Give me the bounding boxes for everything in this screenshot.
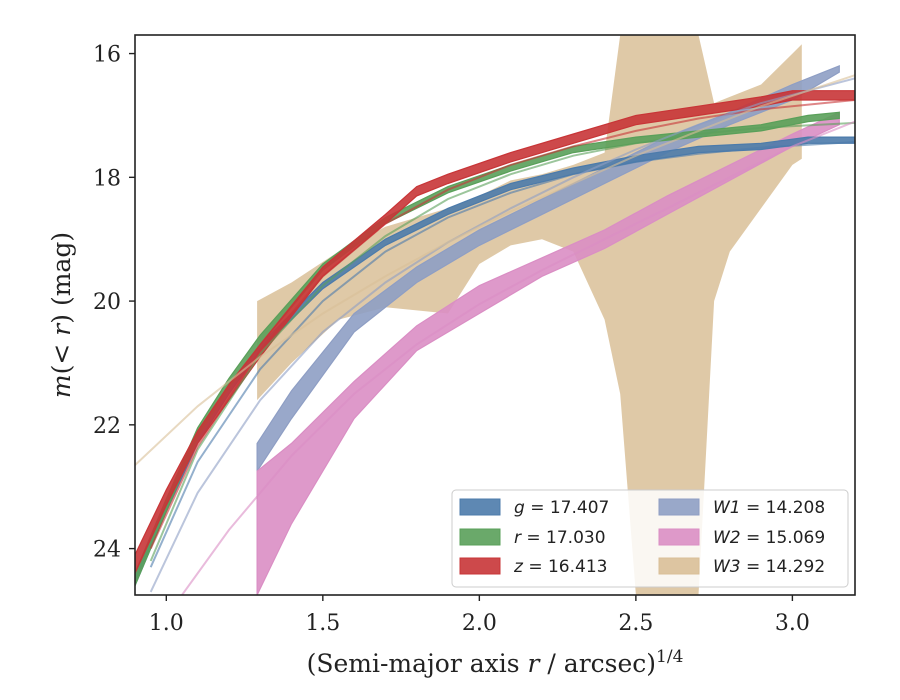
fit-curve-w1	[149, 77, 855, 593]
legend-swatch	[658, 498, 700, 516]
legend-label: W2 = 15.069	[713, 528, 825, 548]
fit-curve-g	[149, 141, 855, 568]
band-w1	[256, 65, 840, 474]
legend-item-w2: W2 = 15.069	[658, 528, 825, 548]
y-tick-label: 16	[93, 43, 121, 68]
fit-curve-w2	[181, 120, 855, 595]
y-tick-label: 18	[93, 166, 121, 191]
legend: g = 17.407 r = 17.030 z = 16.413 W1 = 14.20…	[451, 489, 849, 588]
x-axis-label-var: r	[528, 649, 542, 678]
y-axis-ticks: 16 18 20 22 24	[93, 43, 135, 563]
legend-item-w1: W1 = 14.208	[658, 498, 825, 518]
legend-swatch	[459, 557, 501, 575]
legend-label: r = 17.030	[514, 528, 606, 548]
legend-label: g = 17.407	[514, 498, 609, 518]
y-tick-label: 20	[93, 290, 121, 315]
x-axis-label-pre: (Semi-major axis	[307, 649, 528, 678]
legend-label: z = 16.413	[513, 557, 607, 577]
legend-item-r: r = 17.030	[459, 528, 606, 548]
x-axis-label-post: / arcsec)	[539, 649, 656, 678]
y-tick-label: 24	[93, 538, 121, 563]
legend-swatch	[459, 498, 501, 516]
x-tick-label: 2.5	[618, 611, 653, 636]
band-w3	[257, 35, 802, 595]
x-axis-label: (Semi-major axis r / arcsec)1/4	[307, 647, 684, 678]
fit-curves	[135, 74, 855, 595]
x-axis-ticks: 1.0 1.5 2.0 2.5 3.0	[149, 595, 810, 636]
legend-item-g: g = 17.407	[459, 498, 609, 518]
legend-swatch	[658, 528, 700, 546]
legend-swatch	[459, 528, 501, 546]
x-tick-label: 2.0	[462, 611, 497, 636]
legend-item-w3: W3 = 14.292	[658, 557, 825, 577]
legend-swatch	[658, 557, 700, 575]
plot-frame	[134, 34, 856, 596]
legend-label: W1 = 14.208	[713, 498, 825, 518]
x-tick-label: 1.0	[149, 611, 184, 636]
x-tick-label: 1.5	[305, 611, 340, 636]
x-axis-label-superscript: 1/4	[656, 647, 683, 667]
fit-curve-r	[149, 121, 855, 562]
x-tick-label: 3.0	[775, 611, 810, 636]
legend-item-z: z = 16.413	[459, 557, 607, 577]
y-axis-label: m(< r) (mag)	[47, 232, 76, 398]
y-tick-label: 22	[93, 414, 121, 439]
legend-box	[451, 489, 849, 588]
fit-curve-w3	[135, 74, 855, 466]
fit-curve-z	[149, 99, 855, 550]
legend-label: W3 = 14.292	[713, 557, 825, 577]
